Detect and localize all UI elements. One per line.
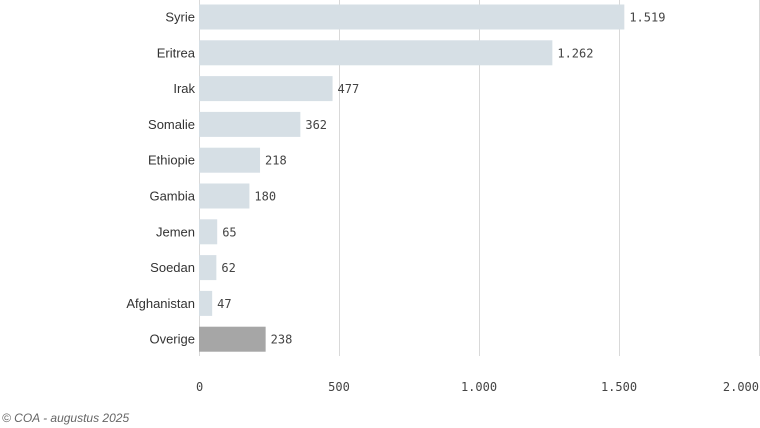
category-label: Syrie	[165, 10, 195, 25]
bars	[199, 4, 625, 352]
category-label: Eritrea	[157, 45, 196, 60]
x-tick-label: 2.000	[723, 380, 759, 394]
value-label: 1.519	[629, 11, 665, 25]
value-label: 62	[221, 261, 235, 275]
bar	[199, 326, 266, 352]
bar	[199, 255, 217, 281]
bar	[199, 147, 261, 173]
bar	[199, 111, 301, 137]
value-label: 218	[265, 154, 287, 168]
category-label: Ethiopie	[148, 153, 195, 168]
value-label: 477	[338, 82, 360, 96]
value-label: 65	[222, 225, 236, 239]
bar	[199, 183, 250, 209]
category-labels: Syrie Eritrea Irak Somalie Ethiopie Gambia Jem…	[126, 10, 195, 347]
bar	[199, 4, 625, 30]
x-tick-label: 1.500	[601, 380, 637, 394]
category-label: Somalie	[148, 117, 195, 132]
category-label: Afghanistan	[126, 296, 195, 311]
value-label: 1.262	[557, 46, 593, 60]
category-label: Gambia	[149, 189, 195, 204]
x-tick-label: 1.000	[461, 380, 497, 394]
value-label: 362	[305, 118, 327, 132]
credit-footer: © COA - augustus 2025	[2, 411, 130, 425]
value-label: 180	[254, 190, 276, 204]
category-label: Irak	[173, 81, 195, 96]
x-tick-label: 0	[196, 380, 203, 394]
x-axis-ticks: 0 500 1.000 1.500 2.000	[196, 380, 759, 394]
category-label: Soedan	[150, 260, 195, 275]
value-label: 238	[271, 333, 293, 347]
bar	[199, 219, 218, 245]
bar	[199, 76, 333, 102]
value-label: 47	[217, 297, 231, 311]
category-label: Jemen	[156, 224, 195, 239]
category-label: Overige	[149, 332, 195, 347]
x-tick-label: 500	[328, 380, 350, 394]
bar	[199, 290, 213, 316]
bar	[199, 40, 553, 66]
value-labels: 1.519 1.262 477 362 218 180 65 62 47 238	[217, 11, 665, 347]
